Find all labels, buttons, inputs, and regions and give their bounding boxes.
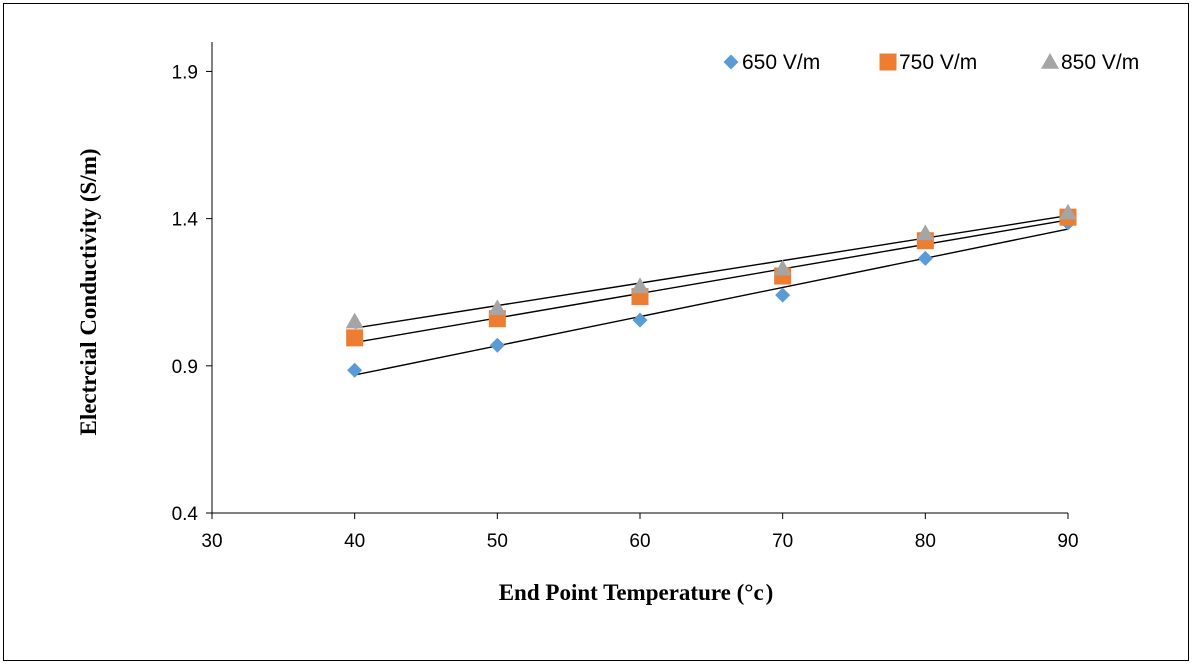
data-point — [488, 299, 507, 316]
data-point — [632, 312, 648, 328]
y-tick-label: 1.9 — [172, 62, 198, 83]
data-point — [917, 250, 933, 266]
data-point — [775, 287, 791, 303]
data-point — [916, 224, 935, 241]
legend-label: 850 V/m — [1061, 51, 1139, 74]
x-tick-label: 70 — [772, 531, 793, 552]
legend-marker — [1041, 53, 1059, 69]
legend-label: 750 V/m — [899, 51, 977, 74]
x-tick-label: 90 — [1057, 531, 1078, 552]
data-point — [346, 329, 364, 347]
data-point — [631, 277, 649, 294]
x-tick-label: 60 — [629, 531, 650, 552]
y-tick-label: 0.9 — [172, 357, 198, 378]
x-tick-label: 80 — [915, 531, 936, 552]
markers — [345, 203, 1077, 378]
x-tick-label: 30 — [201, 531, 222, 552]
y-tick-label: 0.4 — [172, 504, 199, 525]
legend-label: 650 V/m — [742, 51, 820, 74]
data-point — [489, 337, 505, 353]
y-tick-label: 1.4 — [172, 210, 199, 231]
legend: 650 V/m 750 V/m 850 V/m — [723, 51, 1139, 74]
x-tick-label: 40 — [344, 531, 365, 552]
trendlines — [354, 214, 1069, 376]
trendline — [354, 219, 1069, 344]
data-point — [347, 362, 363, 378]
trendline — [354, 214, 1069, 329]
legend-marker — [723, 54, 739, 70]
y-axis-title: Electrcial Conductivity (S/m) — [76, 148, 101, 435]
legend-marker — [879, 53, 897, 71]
trendline — [354, 228, 1069, 376]
data-point — [1059, 203, 1077, 220]
y-ticks: 0.4 0.9 1.4 1.9 — [172, 62, 212, 525]
x-axis-title: End Point Temperature (°c ) — [499, 580, 774, 605]
data-point — [773, 259, 792, 276]
x-tick-label: 50 — [487, 531, 508, 552]
x-ticks: 30 40 50 60 70 80 90 — [201, 513, 1079, 552]
chart-frame — [3, 3, 1189, 661]
data-point — [345, 312, 364, 329]
